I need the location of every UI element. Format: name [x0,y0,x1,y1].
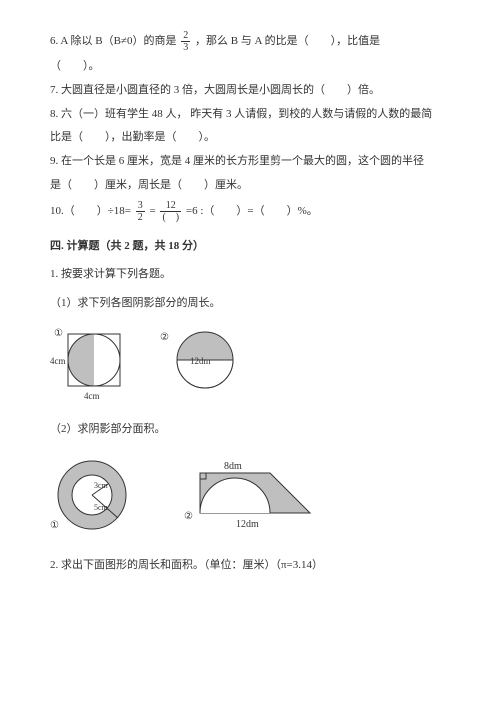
fig1-label-v: 4cm [50,356,66,366]
question-10: 10.（ ）÷18= 3 2 = 12 ( ) =6 :（ ）=（ ）%。 [50,200,450,223]
figure-3: 3cm 5cm ① [50,450,140,540]
fig1-num: ① [54,328,63,339]
question-6: 6. A 除以 B（B≠0）的商是 2 3 ，那么 B 与 A 的比是（ ），比… [50,30,450,53]
fig2-label: 12dm [190,356,211,366]
fig4-top: 8dm [224,461,242,472]
q6-text-1: 6. A 除以 B（B≠0）的商是 [50,35,176,47]
fig2-svg: 12dm ② [160,324,250,404]
problem-1: 1. 按要求计算下列各题。 [50,265,450,285]
question-9a: 9. 在一个长是 6 厘米，宽是 4 厘米的长方形里剪一个最大的圆，这个圆的半径 [50,152,450,172]
question-8b: 比是（ ），出勤率是（ ）。 [50,128,450,148]
fig3-rin: 3cm [94,481,109,490]
q10-f1-den: 2 [136,212,145,223]
fig3-svg: 3cm 5cm ① [50,450,140,540]
fig3-rout: 5cm [94,503,109,512]
q6-fraction: 2 3 [181,30,190,53]
section-4-title: 四. 计算题（共 2 题，共 18 分） [50,237,450,257]
q10-pre: 10.（ ）÷18= [50,205,131,217]
fig4-bottom: 12dm [236,519,259,530]
q6-text-3: （ ）。 [50,57,450,77]
figure-2: 12dm ② [160,324,250,404]
problem-1-2: （2）求阴影部分面积。 [50,420,450,440]
q6-frac-den: 3 [181,42,190,53]
figure-row-2: 3cm 5cm ① 8dm 12dm ② [50,450,450,540]
figure-4: 8dm 12dm ② [180,455,320,535]
q6-frac-num: 2 [181,30,190,42]
fig2-num: ② [160,332,169,343]
figure-row-1: 4cm 4cm ① 12dm ② [50,324,450,404]
q10-f2-num: 12 [160,200,181,212]
question-8a: 8. 六（一）班有学生 48 人， 昨天有 3 人请假，到校的人数与请假的人数的… [50,105,450,125]
question-7: 7. 大圆直径是小圆直径的 3 倍，大圆周长是小圆周长的（ ）倍。 [50,81,450,101]
q10-frac1: 3 2 [136,200,145,223]
q10-eq1: = [150,205,159,217]
problem-1-1: （1）求下列各图阴影部分的周长。 [50,294,450,314]
figure-1: 4cm 4cm ① [50,324,130,404]
fig4-svg: 8dm 12dm ② [180,455,320,535]
q10-f2-den: ( ) [160,212,181,223]
fig3-num: ① [50,520,59,531]
fig1-svg: 4cm 4cm ① [50,324,130,404]
q10-frac2: 12 ( ) [160,200,181,223]
q6-text-2: ，那么 B 与 A 的比是（ ），比值是 [195,35,380,47]
question-9b: 是（ ）厘米，周长是（ ）厘米。 [50,176,450,196]
q10-post: =6 :（ ）=（ ）%。 [186,205,318,217]
q10-f1-num: 3 [136,200,145,212]
problem-2: 2. 求出下面图形的周长和面积。（单位：厘米）（π=3.14） [50,556,450,576]
fig1-label-h: 4cm [84,391,100,401]
fig4-num: ② [184,511,193,522]
